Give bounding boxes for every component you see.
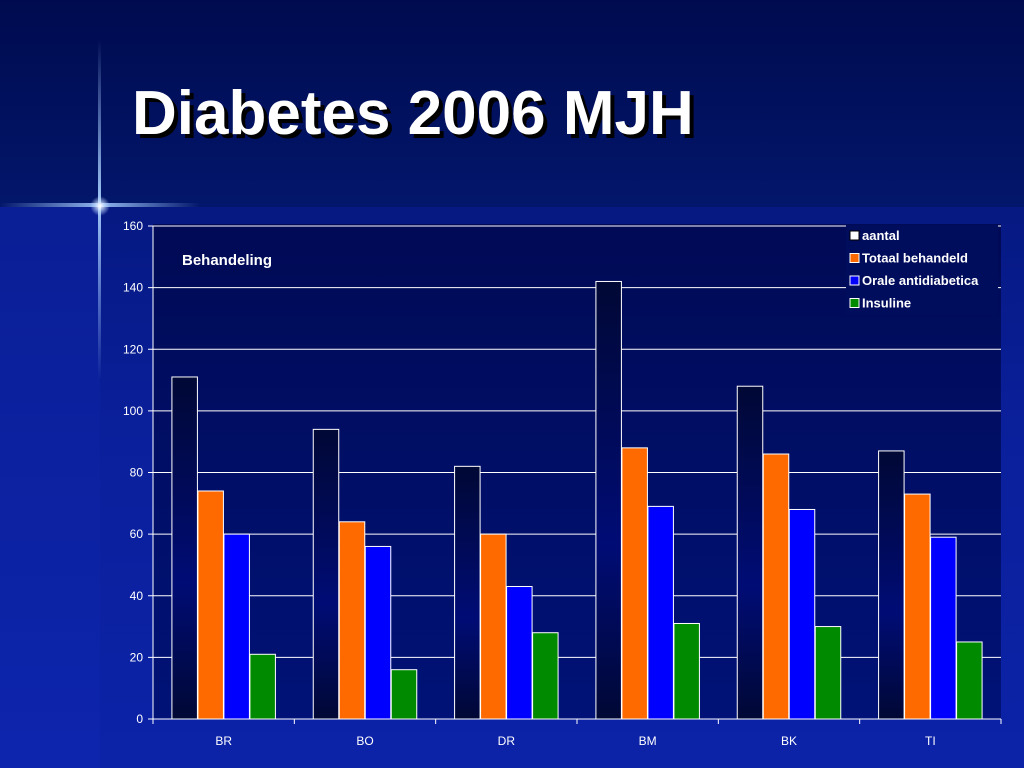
bar-DR-1 <box>480 533 507 720</box>
bar-BO-0 <box>312 428 340 720</box>
x-tick-label: BR <box>215 734 232 748</box>
y-tick-label: 60 <box>130 527 144 541</box>
bar-BR-1 <box>197 490 224 720</box>
legend-swatch <box>849 253 860 263</box>
legend-label: Totaal behandeld <box>862 251 968 266</box>
bar-BK-1 <box>762 453 790 720</box>
slide-title: Diabetes 2006 MJH <box>132 79 694 148</box>
y-tick-label: 140 <box>123 281 143 295</box>
bar-TI-1 <box>904 493 931 720</box>
x-tick-label: BM <box>639 734 657 748</box>
bar-BM-2 <box>647 505 674 720</box>
y-tick-label: 100 <box>123 404 143 418</box>
bar-DR-2 <box>506 586 533 720</box>
y-tick-label: 120 <box>123 342 143 356</box>
axes: 0 20 40 60 80 100 120 140 160 BR BO DR BM BK TI <box>123 219 1002 748</box>
bar-BO-1 <box>338 521 366 720</box>
x-tick-label: BK <box>781 734 797 748</box>
bar-TI-3 <box>956 641 983 720</box>
y-tick-label: 20 <box>130 650 144 664</box>
x-tick-label: TI <box>925 734 936 748</box>
legend-swatch <box>849 230 860 241</box>
bar-BK-0 <box>736 385 764 720</box>
slide-left-band <box>0 207 100 768</box>
legend-label: aantal <box>862 228 900 243</box>
legend-swatch <box>849 275 860 286</box>
y-tick-label: 160 <box>123 219 143 233</box>
legend-swatch <box>849 298 860 308</box>
y-tick-label: 0 <box>136 712 143 726</box>
legend-label: Insuline <box>862 296 911 311</box>
bar-BM-1 <box>621 447 648 720</box>
bar-BK-2 <box>788 508 816 720</box>
legend-label: Orale antidiabetica <box>862 273 979 288</box>
bar-BR-2 <box>223 533 250 720</box>
legend: aantal Totaal behandeld Orale antidiabetic… <box>846 225 998 315</box>
slide-header-band <box>0 0 1024 207</box>
x-tick-label: BO <box>356 734 373 748</box>
bar-BM-0 <box>595 280 622 720</box>
bar-TI-0 <box>878 450 905 720</box>
bar-BO-3 <box>390 669 418 720</box>
bar-BK-3 <box>814 626 842 720</box>
x-tick-label: DR <box>498 734 516 748</box>
bars <box>171 280 983 720</box>
bar-DR-0 <box>454 465 481 720</box>
bar-BM-3 <box>673 622 700 720</box>
legend-box <box>846 225 998 315</box>
bar-DR-3 <box>532 632 559 720</box>
bar-BR-0 <box>171 376 198 720</box>
chart-title: Behandeling <box>182 252 272 269</box>
y-tick-label: 40 <box>130 589 144 603</box>
y-tick-label: 80 <box>130 466 144 480</box>
bar-TI-2 <box>930 536 957 720</box>
bar-BO-2 <box>364 545 392 720</box>
bar-BR-3 <box>249 653 276 720</box>
light-flare-star <box>90 196 110 216</box>
